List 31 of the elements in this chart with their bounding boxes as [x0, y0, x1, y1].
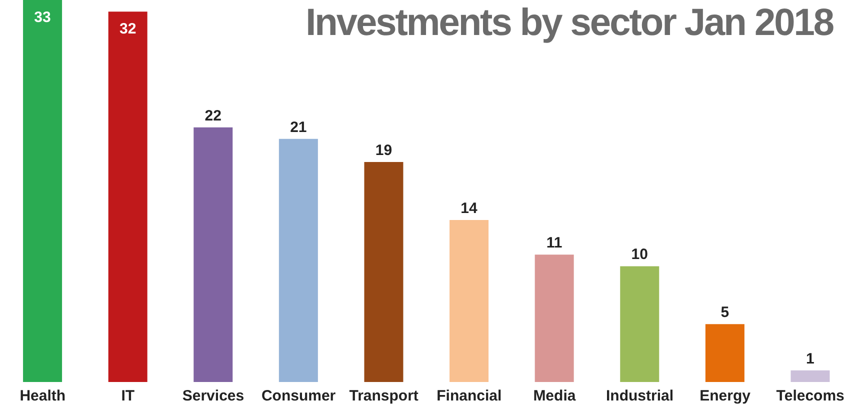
- data-label: 14: [460, 200, 478, 217]
- x-tick-label: Services: [182, 388, 244, 405]
- bar: [194, 127, 233, 382]
- data-label: 22: [204, 107, 222, 124]
- bar: [620, 266, 660, 382]
- data-label: 5: [720, 304, 730, 322]
- bar: [790, 370, 830, 382]
- x-tick-label: Transport: [349, 388, 418, 405]
- data-label: 32: [119, 20, 136, 38]
- x-tick-label: Telecoms: [776, 388, 844, 405]
- x-tick-label: Health: [20, 388, 66, 405]
- bar: [364, 162, 404, 382]
- bar: [278, 138, 318, 382]
- data-label: 10: [631, 246, 648, 264]
- bar: [534, 254, 574, 382]
- bar: [705, 324, 744, 382]
- x-tick-label: Consumer: [261, 388, 336, 405]
- x-tick-label: IT: [121, 388, 135, 405]
- chart-title: Investments by sector Jan 2018: [306, 2, 833, 45]
- data-label: 1: [806, 350, 814, 368]
- bar: [450, 220, 489, 382]
- data-label: 21: [290, 118, 307, 136]
- x-tick-label: Financial: [436, 388, 502, 405]
- bar: [108, 12, 148, 382]
- bar: [23, 0, 62, 382]
- x-tick-label: Industrial: [606, 388, 674, 405]
- data-label: 11: [546, 234, 562, 252]
- x-tick-label: Media: [533, 388, 576, 405]
- data-label: 33: [34, 9, 51, 26]
- data-label: 19: [375, 142, 392, 160]
- x-tick-label: Energy: [700, 388, 752, 405]
